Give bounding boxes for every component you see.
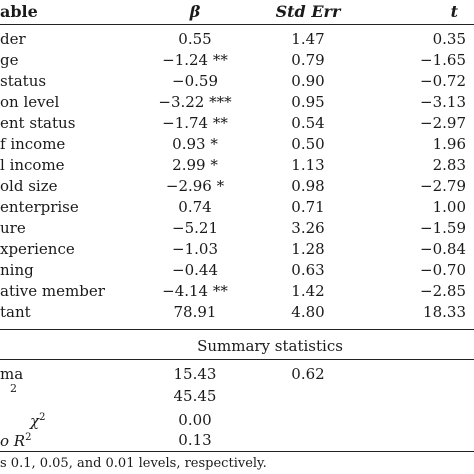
row-variable-label: der <box>0 30 26 48</box>
summary-variable-superscript: 2 <box>39 412 46 423</box>
summary-title: Summary statistics <box>197 337 343 355</box>
row-beta-value: −1.74 ** <box>162 114 228 132</box>
row-std-err-value: 0.50 <box>291 135 325 153</box>
row-beta-value: 0.93 * <box>172 135 218 153</box>
row-beta-value: −1.03 <box>172 240 218 258</box>
row-t-value: −2.97 <box>420 114 466 132</box>
row-variable-label: l income <box>0 156 65 174</box>
row-t-value: −0.70 <box>420 261 466 279</box>
summary-variable-text: o R <box>0 432 26 450</box>
row-beta-value: 2.99 * <box>172 156 218 174</box>
header-rule <box>0 24 474 26</box>
row-std-err-value: 1.28 <box>291 240 325 258</box>
row-variable-label: ure <box>0 219 26 237</box>
row-variable-label: on level <box>0 93 60 111</box>
summary-value-col1: 45.45 <box>173 387 217 405</box>
row-variable-label: status <box>0 72 47 90</box>
row-beta-value: 0.74 <box>178 198 212 216</box>
header-beta: β <box>189 2 201 21</box>
header-variable: able <box>0 2 38 21</box>
summary-variable-text: 2 <box>10 382 17 395</box>
row-variable-label: ative member <box>0 282 105 300</box>
summary-variable-label: o R2 <box>0 433 31 449</box>
row-variable-label: old size <box>0 177 58 195</box>
header-t: t <box>450 2 458 21</box>
row-variable-label: tant <box>0 303 31 321</box>
row-t-value: −2.79 <box>420 177 466 195</box>
summary-variable-text: χ <box>30 412 40 430</box>
row-variable-label: ning <box>0 261 34 279</box>
row-std-err-value: 1.47 <box>291 30 325 48</box>
row-beta-value: −0.59 <box>172 72 218 90</box>
row-variable-label: f income <box>0 135 66 153</box>
summary-variable-label: χ2 <box>30 413 45 429</box>
summary-variable-label: 2 <box>10 383 17 394</box>
row-beta-value: 0.55 <box>178 30 212 48</box>
summary-value-col1: 0.13 <box>178 431 212 449</box>
row-std-err-value: 0.90 <box>291 72 325 90</box>
summary-variable-text: ma <box>0 365 24 383</box>
row-beta-value: −2.96 * <box>165 177 225 195</box>
row-t-value: 1.96 <box>432 135 466 153</box>
row-variable-label: ge <box>0 51 19 69</box>
row-t-value: −0.72 <box>420 72 466 90</box>
row-beta-value: −0.44 <box>172 261 218 279</box>
row-beta-value: −4.14 ** <box>162 282 228 300</box>
row-t-value: −1.65 <box>420 51 466 69</box>
row-std-err-value: 0.54 <box>291 114 325 132</box>
row-std-err-value: 1.13 <box>291 156 325 174</box>
row-beta-value: 78.91 <box>173 303 217 321</box>
row-std-err-value: 0.95 <box>291 93 325 111</box>
row-t-value: 18.33 <box>423 303 466 321</box>
row-beta-value: −1.24 ** <box>162 51 228 69</box>
row-beta-value: −3.22 *** <box>158 93 232 111</box>
row-std-err-value: 0.71 <box>291 198 325 216</box>
row-std-err-value: 4.80 <box>291 303 325 321</box>
row-beta-value: −5.21 <box>172 219 218 237</box>
row-variable-label: enterprise <box>0 198 79 216</box>
summary-variable-superscript: 2 <box>25 432 32 443</box>
summary-value-col2: 0.62 <box>291 365 325 383</box>
row-std-err-value: 0.79 <box>291 51 325 69</box>
row-variable-label: ent status <box>0 114 76 132</box>
row-std-err-value: 0.63 <box>291 261 325 279</box>
table-footnote: s 0.1, 0.05, and 0.01 levels, respective… <box>0 456 267 471</box>
row-std-err-value: 0.98 <box>291 177 325 195</box>
row-variable-label: xperience <box>0 240 75 258</box>
row-t-value: 0.35 <box>432 30 466 48</box>
body-rule <box>0 329 474 331</box>
row-t-value: 2.83 <box>432 156 466 174</box>
row-t-value: −3.13 <box>420 93 466 111</box>
row-t-value: 1.00 <box>432 198 466 216</box>
row-t-value: −2.85 <box>420 282 466 300</box>
summary-value-col1: 15.43 <box>173 365 217 383</box>
row-std-err-value: 3.26 <box>291 219 325 237</box>
row-std-err-value: 1.42 <box>291 282 325 300</box>
summary-rule <box>0 359 474 360</box>
row-t-value: −1.59 <box>420 219 466 237</box>
summary-variable-label: ma <box>0 367 23 382</box>
row-t-value: −0.84 <box>420 240 466 258</box>
bottom-rule <box>0 451 474 453</box>
header-std-err: Std Err <box>258 4 358 20</box>
header-std-err-label: Std Err <box>275 2 341 21</box>
summary-value-col1: 0.00 <box>178 411 212 429</box>
